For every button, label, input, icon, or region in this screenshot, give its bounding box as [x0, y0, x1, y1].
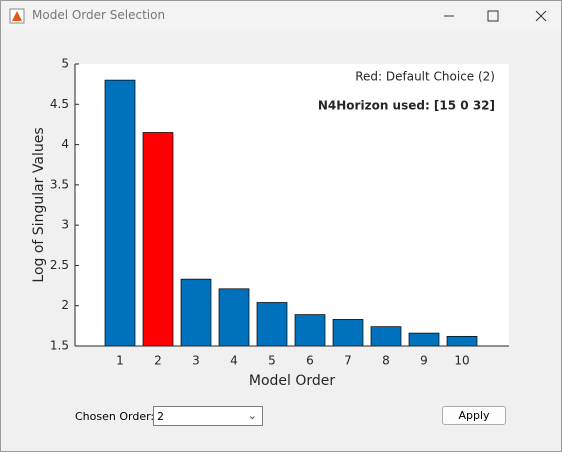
bar [446, 335, 478, 347]
y-tick-label: 1.5 [50, 339, 69, 353]
order-value: 2 [157, 410, 164, 423]
x-tick-label: 5 [268, 354, 276, 368]
x-tick-label: 9 [420, 354, 428, 368]
x-tick-label: 2 [154, 354, 162, 368]
dropdown-arrow: ⌄ [247, 409, 257, 422]
annotation: Red: Default Choice (2) [355, 70, 495, 84]
title-bar: Model Order Selection [1, 1, 561, 31]
y-tick-label: 2 [61, 298, 69, 312]
x-tick-label: 3 [192, 354, 200, 368]
window-title: Model Order Selection [32, 8, 166, 22]
bar [256, 302, 288, 347]
bar [142, 132, 174, 347]
y-axis-title: Log of Singular Values [31, 127, 47, 282]
maximize-button[interactable] [487, 10, 499, 22]
bar [180, 278, 212, 347]
x-tick-label: 8 [382, 354, 390, 368]
y-tick-label: 3 [61, 218, 69, 232]
y-tick-label: 2.5 [50, 258, 69, 272]
x-tick-label: 4 [230, 354, 238, 368]
y-tick-label: 4.5 [50, 97, 69, 111]
chart: Red: Default Choice (2) N4Horizon used: … [31, 57, 509, 389]
title-bar-icons [9, 8, 547, 24]
x-tick-label: 7 [344, 354, 352, 368]
bar [218, 288, 250, 347]
bar [408, 332, 440, 347]
order-label: Chosen Order: [75, 410, 155, 423]
x-tick-label: 6 [306, 354, 314, 368]
y-tick-label: 4 [61, 137, 69, 151]
bar [332, 319, 364, 347]
app-icon-shape [12, 11, 22, 21]
order-dropdown[interactable]: 2 ⌄ [153, 406, 263, 426]
apply-button[interactable]: Apply [442, 406, 506, 425]
bar [294, 314, 326, 347]
y-tick-label: 5 [61, 57, 69, 71]
annotation: N4Horizon used: [15 0 32] [318, 99, 495, 113]
y-tick-label: 3.5 [50, 177, 69, 191]
bar [104, 79, 136, 347]
x-axis-title: Model Order [249, 373, 336, 389]
x-tick-label: 10 [454, 354, 469, 368]
close-button[interactable] [535, 10, 547, 22]
bar [370, 326, 402, 347]
x-tick-label: 1 [116, 354, 124, 368]
